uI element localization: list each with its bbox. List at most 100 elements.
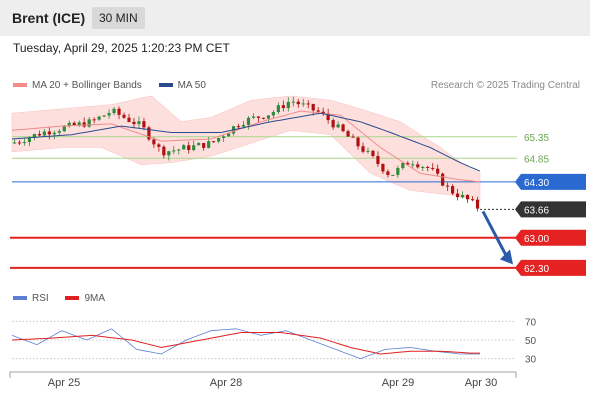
- instrument-title: Brent (ICE): [12, 10, 86, 26]
- candle: [396, 165, 400, 178]
- legend-swatch-ma20: [13, 83, 27, 88]
- candle: [401, 162, 405, 171]
- candle: [152, 137, 156, 148]
- candle: [167, 150, 171, 161]
- candle: [336, 121, 340, 129]
- candle-body: [341, 124, 345, 132]
- candle-body: [470, 199, 475, 201]
- level-label-65.35: 65.35: [524, 133, 549, 144]
- level-lines-layer: [10, 136, 517, 269]
- rsi-tick-30: 30: [525, 355, 537, 366]
- credit-text: Research © 2025 Trading Central: [430, 80, 580, 91]
- candle: [77, 120, 81, 127]
- candle: [341, 123, 345, 133]
- candle-body: [17, 142, 22, 144]
- candle: [137, 116, 141, 129]
- candle: [346, 129, 350, 137]
- candle-body: [77, 122, 81, 126]
- candle-body: [32, 133, 37, 138]
- candle: [236, 123, 241, 129]
- rsi-line: [11, 328, 480, 360]
- candle-body: [475, 199, 480, 209]
- candle: [42, 128, 46, 137]
- candle: [87, 116, 91, 128]
- candle: [142, 117, 146, 131]
- candle-body: [455, 193, 460, 198]
- candle: [436, 164, 440, 176]
- chart-header: Brent (ICE) 30 MIN: [0, 0, 590, 36]
- candle-body: [52, 132, 56, 135]
- candle-body: [411, 164, 415, 166]
- x-axis: Apr 25 Apr 28 Apr 29 Apr 30: [9, 371, 517, 389]
- candle: [107, 109, 111, 119]
- candle-body: [27, 137, 32, 143]
- candle-body: [336, 124, 340, 128]
- candle: [102, 114, 106, 117]
- level-label-63.66: 63.66: [524, 205, 549, 216]
- candle: [97, 115, 101, 121]
- level-labels-layer: 65.35 64.85 64.30 63.66 63.00 62.30: [515, 133, 586, 276]
- candle-body: [316, 110, 320, 112]
- candle: [202, 142, 206, 151]
- candle: [446, 182, 450, 192]
- candle: [251, 113, 256, 120]
- candle: [67, 120, 71, 128]
- candle-body: [152, 139, 156, 145]
- legend-swatch-ma50: [158, 83, 173, 88]
- candle-body: [162, 146, 166, 156]
- level-tag-63.66: [515, 201, 586, 218]
- forecast-arrowhead: [500, 249, 513, 265]
- candle: [431, 163, 435, 171]
- candle: [22, 137, 27, 146]
- candle-body: [386, 171, 390, 175]
- candle: [291, 96, 295, 107]
- candle-body: [202, 142, 206, 148]
- chart-datetime: Tuesday, April 29, 2025 1:20:23 PM CET: [13, 41, 230, 55]
- candle: [271, 110, 275, 119]
- candle: [381, 163, 385, 174]
- legend-swatch-9ma: [65, 296, 80, 301]
- candle-body: [62, 126, 66, 132]
- timeframe-button[interactable]: 30 MIN: [92, 7, 145, 29]
- candle-body: [167, 151, 171, 156]
- candle: [177, 148, 181, 155]
- candle-body: [391, 174, 395, 176]
- candle-body: [122, 114, 126, 118]
- candle-body: [321, 111, 325, 114]
- candle: [157, 143, 161, 152]
- candle: [92, 117, 96, 124]
- candle-body: [401, 162, 405, 168]
- bollinger-band: [11, 95, 481, 202]
- candle: [52, 130, 56, 140]
- forecast-arrow-shaft: [481, 210, 508, 257]
- candle: [351, 133, 355, 138]
- candle-body: [67, 122, 71, 127]
- rsi-panel: 70 50 30: [11, 317, 537, 366]
- candle-body: [421, 166, 425, 168]
- candle-body: [127, 117, 131, 122]
- candle-body: [37, 133, 41, 136]
- level-tag-63.00: [515, 229, 586, 246]
- candle: [117, 106, 121, 120]
- candle: [361, 142, 365, 154]
- candle-body: [416, 164, 420, 168]
- candle-body: [436, 168, 440, 174]
- candle: [12, 139, 17, 144]
- candle: [411, 160, 415, 169]
- x-tick-label: Apr 28: [210, 377, 242, 389]
- candle: [441, 172, 445, 187]
- candle-body: [296, 101, 300, 105]
- candle: [192, 140, 196, 152]
- rsi-ma9-line: [11, 332, 480, 355]
- level-tag-62.30: [515, 259, 586, 276]
- candle: [386, 169, 390, 178]
- candle: [475, 196, 480, 212]
- legend-item-9ma: 9MA: [65, 293, 105, 304]
- candle: [172, 145, 176, 155]
- candle-body: [87, 119, 91, 127]
- candle-body: [351, 136, 355, 138]
- candle-body: [92, 119, 96, 121]
- candle-body: [431, 168, 435, 170]
- candle-body: [241, 124, 246, 127]
